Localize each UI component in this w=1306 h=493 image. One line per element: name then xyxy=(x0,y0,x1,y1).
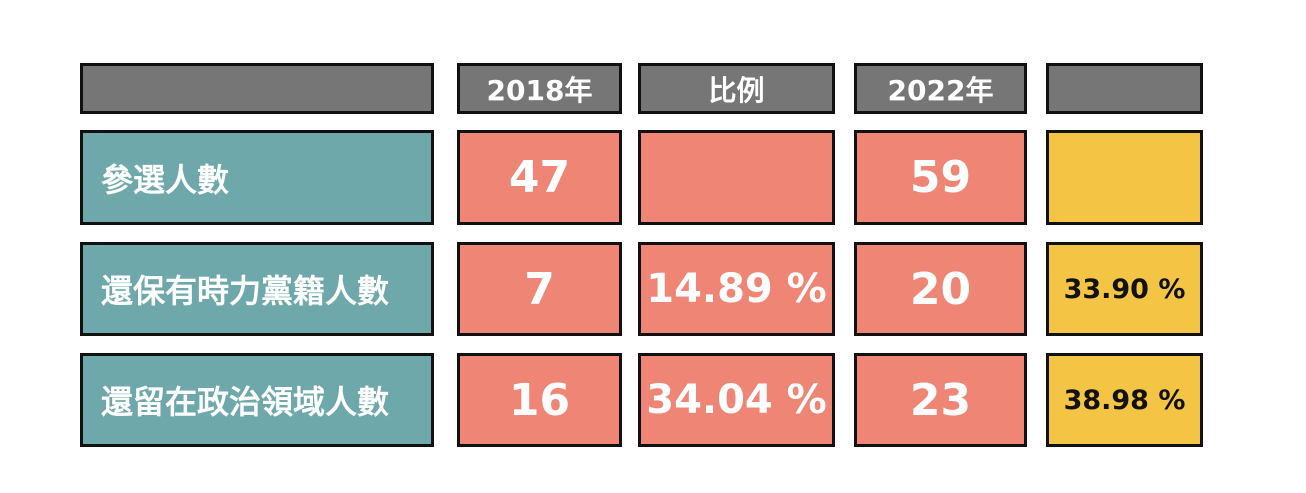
cell-in-politics-2022: 23 xyxy=(854,353,1027,447)
row-label-candidates: 參選人數 xyxy=(80,130,434,225)
cell-in-politics-ratio-2022: 38.98 % xyxy=(1046,353,1203,447)
cell-party-members-ratio-2022: 33.90 % xyxy=(1046,242,1203,336)
header-blank-ratio xyxy=(1046,63,1203,114)
cell-in-politics-ratio-2018: 34.04 % xyxy=(638,353,835,447)
cell-candidates-2022: 59 xyxy=(854,130,1027,225)
cell-party-members-2018: 7 xyxy=(457,242,622,336)
cell-in-politics-2018: 16 xyxy=(457,353,622,447)
header-ratio: 比例 xyxy=(638,63,835,114)
cell-party-members-ratio-2018: 14.89 % xyxy=(638,242,835,336)
header-2018: 2018年 xyxy=(457,63,622,114)
cell-candidates-2018: 47 xyxy=(457,130,622,225)
header-blank-label xyxy=(80,63,434,114)
row-label-in-politics: 還留在政治領域人數 xyxy=(80,353,434,447)
cell-candidates-ratio-2018 xyxy=(638,130,835,225)
cell-candidates-ratio-2022 xyxy=(1046,130,1203,225)
cell-party-members-2022: 20 xyxy=(854,242,1027,336)
header-2022: 2022年 xyxy=(854,63,1027,114)
row-label-party-members: 還保有時力黨籍人數 xyxy=(80,242,434,336)
